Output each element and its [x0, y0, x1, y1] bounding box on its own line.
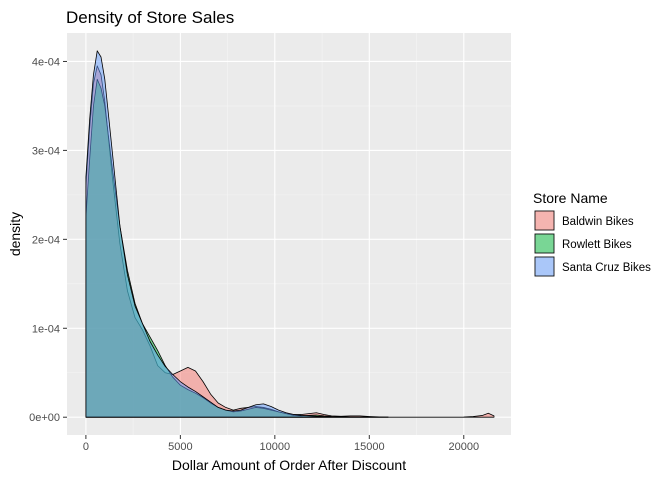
density-area-santa-cruz-bikes: [85, 50, 389, 418]
legend-label-baldwin-bikes: Baldwin Bikes: [562, 216, 634, 228]
y-tick-label: 2e-04: [32, 234, 60, 246]
y-tick-label: 3e-04: [32, 145, 60, 157]
x-tick-label: 15000: [354, 441, 385, 453]
chart-title: Density of Store Sales: [66, 8, 234, 27]
y-tick-label: 1e-04: [32, 323, 60, 335]
legend-title: Store Name: [533, 190, 608, 206]
y-tick-label: 0e+00: [29, 412, 60, 424]
y-axis-title: density: [7, 212, 23, 256]
y-tick-label: 4e-04: [32, 56, 60, 68]
legend: Store Name Baldwin Bikes Rowlett Bikes San…: [533, 190, 651, 277]
x-tick-label: 10000: [260, 441, 291, 453]
grid-minor: [67, 33, 511, 435]
legend-key-rowlett-bikes: [534, 233, 555, 254]
legend-key-santa-cruz-bikes: [534, 256, 555, 277]
legend-label-santa-cruz-bikes: Santa Cruz Bikes: [562, 262, 651, 274]
x-tick-label: 0: [83, 441, 89, 453]
x-tick-label: 5000: [168, 441, 192, 453]
x-tick-label: 20000: [448, 441, 479, 453]
legend-key-baldwin-bikes: [534, 210, 555, 231]
density-areas: [85, 50, 495, 418]
x-axis-ticks: 0 5000 10000 15000 20000: [83, 435, 479, 453]
y-axis-ticks: 0e+00 1e-04 2e-04 3e-04 4e-04: [29, 56, 67, 424]
x-axis-title: Dollar Amount of Order After Discount: [172, 457, 406, 473]
legend-label-rowlett-bikes: Rowlett Bikes: [562, 239, 632, 251]
